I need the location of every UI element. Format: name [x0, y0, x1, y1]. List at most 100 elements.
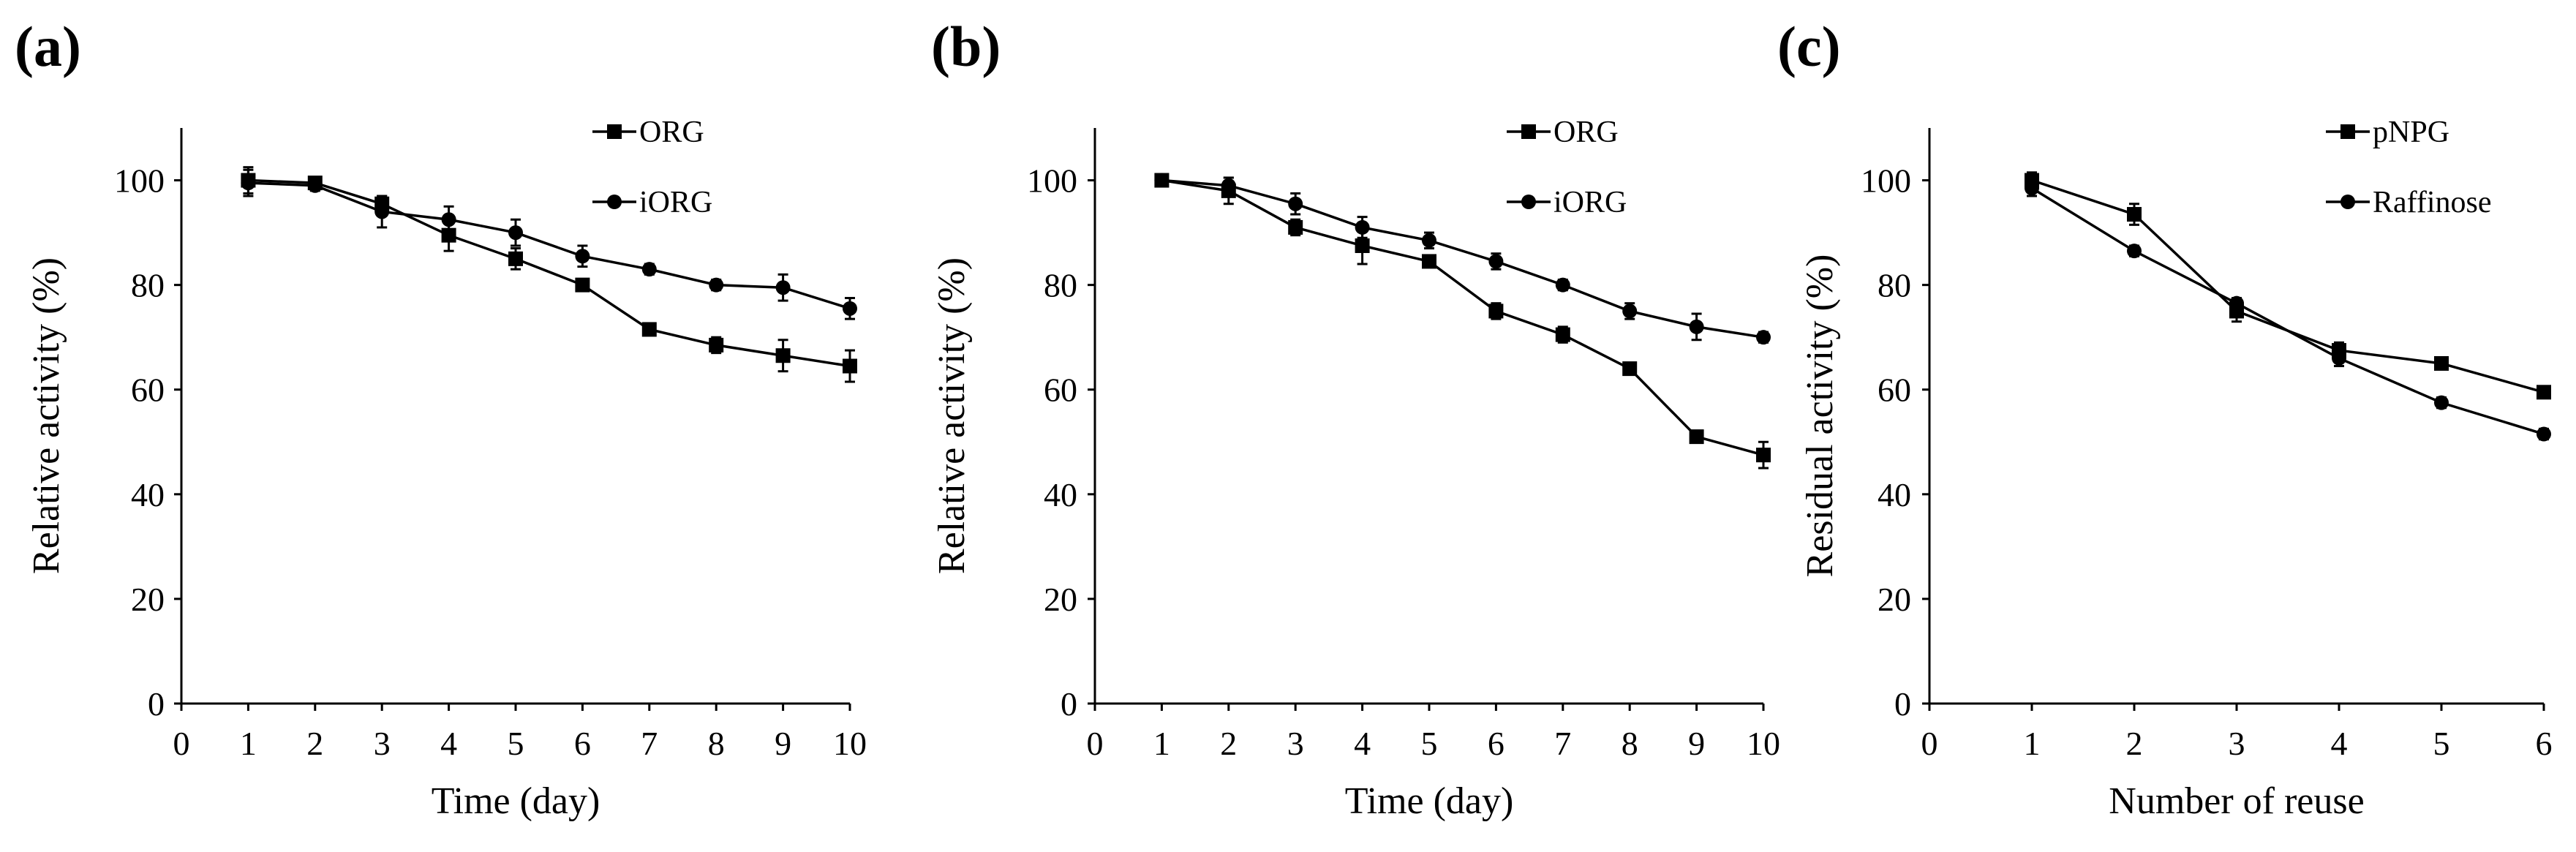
legend-marker-square — [2340, 124, 2355, 139]
x-tick-label: 3 — [374, 725, 391, 762]
data-point-circle — [843, 301, 857, 316]
x-tick-label: 0 — [1921, 725, 1938, 762]
x-tick-label: 10 — [833, 725, 867, 762]
legend-marker-circle — [2340, 195, 2355, 209]
legend-label: ORG — [639, 116, 704, 149]
series-line — [2031, 186, 2545, 436]
data-point-square — [1288, 219, 1303, 235]
y-tick-label: 20 — [1044, 581, 1077, 618]
x-tick-label: 2 — [306, 725, 323, 762]
y-tick-label: 40 — [1878, 476, 1911, 513]
y-tick-label: 80 — [131, 267, 165, 304]
series-ORG — [241, 166, 857, 383]
data-point-square — [1756, 448, 1771, 463]
y-axis-label: Relative activity (%) — [26, 257, 67, 574]
legend-marker-square — [1521, 124, 1536, 139]
series-line — [248, 178, 851, 368]
legend-label: ORG — [1553, 116, 1619, 149]
x-axis-label: Time (day) — [1345, 780, 1514, 822]
x-axis-label: Number of reuse — [2109, 780, 2364, 822]
data-point-square — [2434, 355, 2449, 371]
y-tick-label: 60 — [131, 372, 165, 409]
data-point-square — [508, 251, 523, 266]
data-point-circle — [1355, 219, 1370, 235]
series-ORG — [1154, 173, 1771, 470]
data-point-circle — [2537, 426, 2551, 442]
data-point-circle — [1221, 178, 1236, 193]
y-tick-label: 40 — [1044, 476, 1077, 513]
data-point-circle — [575, 249, 590, 264]
y-tick-label: 0 — [148, 685, 165, 723]
x-tick-label: 3 — [2229, 725, 2245, 762]
y-tick-label: 60 — [1044, 372, 1077, 409]
data-point-circle — [2025, 181, 2039, 196]
data-point-circle — [1555, 277, 1570, 293]
y-tick-label: 100 — [114, 162, 165, 200]
data-point-circle — [1622, 304, 1638, 319]
data-point-circle — [2332, 350, 2346, 366]
x-tick-label: 5 — [1421, 725, 1438, 762]
data-point-square — [1622, 361, 1638, 377]
data-point-square — [2127, 207, 2142, 222]
legend-label: pNPG — [2373, 116, 2449, 149]
series-line — [1161, 178, 1764, 339]
data-point-square — [775, 348, 791, 363]
series-iORG — [241, 168, 857, 320]
legend-label: Raffinose — [2373, 186, 2492, 219]
x-tick-label: 1 — [2024, 725, 2041, 762]
data-point-square — [2537, 385, 2551, 400]
legend-label: iORG — [1553, 186, 1627, 219]
panel-label: (a) — [15, 15, 81, 78]
y-tick-label: 60 — [1878, 372, 1911, 409]
x-tick-label: 7 — [641, 725, 658, 762]
data-point-circle — [1154, 173, 1170, 188]
data-point-circle — [2229, 295, 2244, 311]
x-tick-label: 0 — [1087, 725, 1104, 762]
x-tick-label: 4 — [1354, 725, 1371, 762]
data-point-circle — [2434, 395, 2449, 410]
data-point-circle — [2127, 244, 2142, 259]
data-point-circle — [508, 225, 523, 241]
x-tick-label: 0 — [173, 725, 190, 762]
y-tick-label: 20 — [131, 581, 165, 618]
panel-label: (c) — [1777, 15, 1841, 78]
x-axis-label: Time (day) — [432, 780, 600, 822]
x-tick-label: 1 — [240, 725, 257, 762]
data-point-square — [1488, 304, 1504, 319]
data-point-circle — [1756, 330, 1771, 345]
data-point-circle — [1422, 233, 1436, 248]
y-tick-label: 100 — [1027, 162, 1077, 200]
data-point-square — [1422, 254, 1436, 269]
legend-marker-circle — [1521, 195, 1536, 209]
chart-panel-3: (c) 0 20 40 60 80 100 0 1 2 3 4 5 6 Number of reuse Res… — [1777, 15, 2553, 822]
x-tick-label: 4 — [2331, 725, 2348, 762]
y-tick-label: 20 — [1878, 581, 1911, 618]
data-point-circle — [1488, 254, 1504, 269]
x-tick-label: 7 — [1554, 725, 1571, 762]
data-point-circle — [1288, 196, 1303, 211]
legend-marker-circle — [607, 195, 622, 209]
data-point-circle — [709, 277, 724, 293]
series-Raffinose — [2025, 179, 2551, 442]
data-point-square — [575, 277, 590, 293]
x-tick-label: 8 — [1622, 725, 1638, 762]
x-tick-label: 2 — [1220, 725, 1237, 762]
y-tick-label: 0 — [1061, 685, 1077, 723]
data-point-square — [641, 322, 657, 337]
series-iORG — [1154, 173, 1771, 345]
x-tick-label: 3 — [1287, 725, 1304, 762]
y-tick-label: 40 — [131, 476, 165, 513]
chart-panel-1: (a) 0 20 40 60 80 100 0 1 2 3 4 5 6 7 8 9 10 Time (day) Rel… — [15, 15, 867, 822]
y-tick-label: 80 — [1878, 267, 1911, 304]
y-tick-label: 100 — [1861, 162, 1911, 200]
data-point-circle — [374, 204, 390, 219]
chart-panel-2: (b) 0 20 40 60 80 100 0 1 2 3 4 5 6 7 8 9 10 Time (day) Rel… — [931, 15, 1780, 822]
data-point-square — [709, 337, 724, 353]
x-tick-label: 6 — [574, 725, 591, 762]
data-point-square — [843, 358, 857, 374]
data-point-circle — [775, 280, 791, 295]
legend-marker-square — [607, 124, 622, 139]
x-tick-label: 5 — [508, 725, 524, 762]
x-tick-label: 6 — [2536, 725, 2553, 762]
